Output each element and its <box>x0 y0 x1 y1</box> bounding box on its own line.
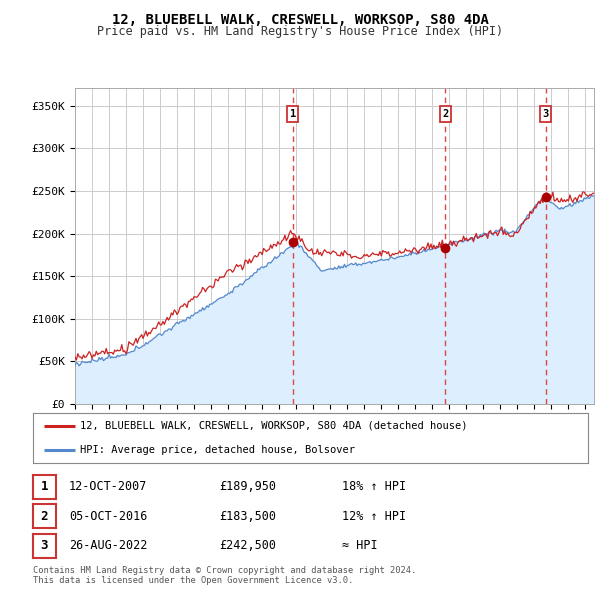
Text: £183,500: £183,500 <box>219 510 276 523</box>
Text: 12% ↑ HPI: 12% ↑ HPI <box>342 510 406 523</box>
Text: £189,950: £189,950 <box>219 480 276 493</box>
Text: 1: 1 <box>290 109 296 119</box>
Text: 2: 2 <box>41 510 48 523</box>
Text: 05-OCT-2016: 05-OCT-2016 <box>69 510 148 523</box>
Text: 3: 3 <box>41 539 48 552</box>
Text: 18% ↑ HPI: 18% ↑ HPI <box>342 480 406 493</box>
Text: HPI: Average price, detached house, Bolsover: HPI: Average price, detached house, Bols… <box>80 445 355 455</box>
Text: 12-OCT-2007: 12-OCT-2007 <box>69 480 148 493</box>
Text: 3: 3 <box>542 109 548 119</box>
Text: 12, BLUEBELL WALK, CRESWELL, WORKSOP, S80 4DA: 12, BLUEBELL WALK, CRESWELL, WORKSOP, S8… <box>112 13 488 27</box>
Text: 26-AUG-2022: 26-AUG-2022 <box>69 539 148 552</box>
Text: Price paid vs. HM Land Registry's House Price Index (HPI): Price paid vs. HM Land Registry's House … <box>97 25 503 38</box>
Text: ≈ HPI: ≈ HPI <box>342 539 377 552</box>
Text: 1: 1 <box>41 480 48 493</box>
Text: £242,500: £242,500 <box>219 539 276 552</box>
Text: Contains HM Land Registry data © Crown copyright and database right 2024.
This d: Contains HM Land Registry data © Crown c… <box>33 566 416 585</box>
Text: 12, BLUEBELL WALK, CRESWELL, WORKSOP, S80 4DA (detached house): 12, BLUEBELL WALK, CRESWELL, WORKSOP, S8… <box>80 421 467 431</box>
Text: 2: 2 <box>442 109 448 119</box>
